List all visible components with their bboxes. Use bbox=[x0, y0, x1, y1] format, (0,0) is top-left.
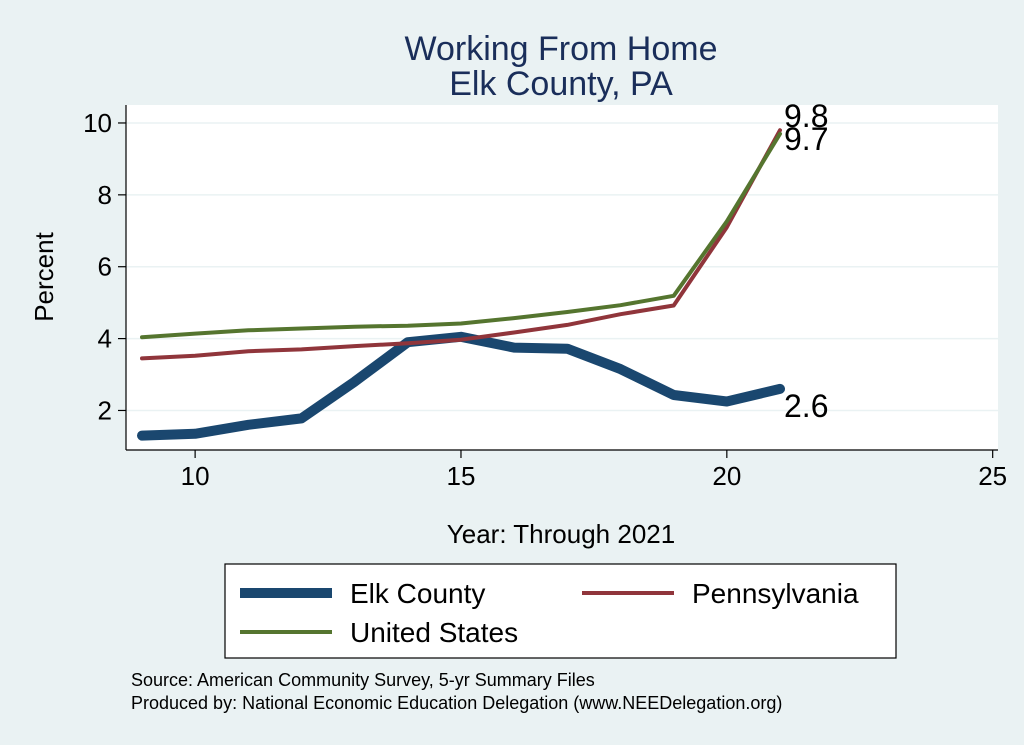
y-tick-label-6: 6 bbox=[98, 252, 112, 282]
axes bbox=[125, 105, 998, 451]
series-line-elk-county bbox=[137, 331, 785, 441]
series-lines bbox=[137, 128, 785, 441]
end-label-united-states: 9.7 bbox=[784, 121, 828, 157]
series-line-united-states bbox=[140, 131, 782, 340]
ticks: 2 4 6 8 10 10 15 20 25 bbox=[83, 108, 1007, 491]
legend-label-elk-county: Elk County bbox=[350, 578, 485, 609]
x-tick-label-20: 20 bbox=[712, 461, 741, 491]
chart-title-line-1: Working From Home bbox=[405, 30, 718, 68]
end-label-elk-county: 2.6 bbox=[784, 388, 828, 424]
legend-label-united-states: United States bbox=[350, 617, 518, 648]
produced-by-note: Produced by: National Economic Education… bbox=[131, 693, 782, 713]
series-line-pennsylvania bbox=[140, 128, 782, 361]
legend-label-pennsylvania: Pennsylvania bbox=[692, 578, 859, 609]
x-tick-label-25: 25 bbox=[978, 461, 1007, 491]
y-axis-title: Percent bbox=[29, 231, 59, 321]
legend: Elk County Pennsylvania United States bbox=[224, 563, 897, 659]
x-tick-label-15: 15 bbox=[447, 461, 476, 491]
plot-area bbox=[126, 105, 998, 450]
y-tick-label-2: 2 bbox=[98, 395, 112, 425]
x-tick-label-10: 10 bbox=[181, 461, 210, 491]
gridlines bbox=[126, 122, 998, 412]
y-tick-label-4: 4 bbox=[98, 324, 112, 354]
end-labels: 2.6 9.89.7 bbox=[784, 98, 828, 424]
chart-title-line-2: Elk County, PA bbox=[449, 65, 673, 103]
y-tick-label-8: 8 bbox=[98, 180, 112, 210]
x-axis-title: Year: Through 2021 bbox=[447, 519, 675, 549]
y-tick-label-10: 10 bbox=[83, 108, 112, 138]
end-label-pennsylvania: 9.8 bbox=[784, 98, 828, 134]
legend-box bbox=[224, 563, 897, 659]
source-note: Source: American Community Survey, 5-yr … bbox=[131, 670, 595, 690]
